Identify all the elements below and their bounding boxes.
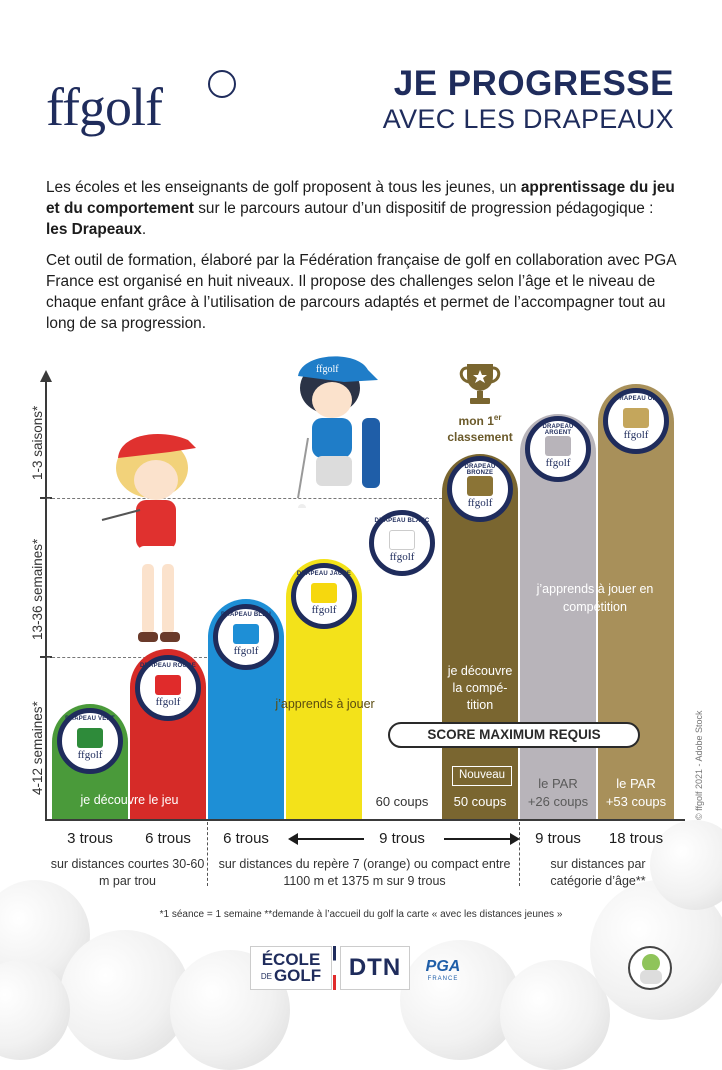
y-tick: [40, 497, 52, 499]
page-title: JE PROGRESSE: [393, 64, 674, 103]
badge-drapeau-jaune: DRAPEAU JAUNE ffgolf: [291, 563, 357, 629]
arrow-left-icon: [288, 833, 364, 845]
page-subtitle: AVEC LES DRAPEAUX: [382, 104, 674, 134]
flag-icon: [311, 582, 337, 603]
badge-drapeau-vert: DRAPEAU VERT ffgolf: [57, 708, 123, 774]
mascot-badge-icon: [628, 946, 672, 990]
ffgolf-logo: ffgolf: [46, 77, 163, 137]
badge-drapeau-bronze: DRAPEAU BRONZE ffgolf: [447, 456, 513, 522]
footnote: *1 séance = 1 semaine **demande à l’accu…: [159, 909, 563, 920]
xlabel-6-trous: 6 trous: [145, 830, 191, 847]
flag-icon: [467, 475, 493, 496]
par-argent: le PAR: [538, 776, 578, 791]
flag-icon: [233, 623, 259, 644]
badge-drapeau-or: DRAPEAU OR ffgolf: [603, 388, 669, 454]
golf-ball-decoration: [500, 960, 610, 1070]
y-axis-arrow: [40, 370, 52, 382]
badge-drapeau-rouge: DRAPEAU ROUGE ffgolf: [135, 655, 201, 721]
coups-blanc: 60 coups: [375, 794, 429, 809]
copyright: © ffgolf 2021 - Adobe Stock: [694, 710, 704, 820]
y-label-top: 1-3 saisons*: [30, 405, 45, 480]
tricolor-divider: [333, 946, 336, 990]
nouveau-badge: Nouveau: [452, 766, 512, 786]
label-apprends-competition: j’apprends à jouer en compétition: [536, 582, 654, 614]
intro-paragraph-2: Cet outil de formation, élaboré par la F…: [46, 252, 676, 332]
section-divider: [207, 822, 208, 886]
flag-icon: [623, 407, 649, 428]
xlabel-9-trous: 9 trous: [379, 830, 425, 847]
xlabel-6-trous-b: 6 trous: [223, 830, 269, 847]
coups-argent: +26 coups: [527, 794, 589, 809]
x-axis: [45, 819, 685, 821]
section-divider: [519, 822, 520, 886]
y-label-middle: 13-36 semaines*: [30, 538, 45, 640]
flag-icon: [545, 435, 571, 456]
trophy-caption: mon 1er classement: [447, 413, 513, 444]
xsub-distances-categorie: sur distances par catégorie d’âge**: [550, 857, 646, 888]
flag-icon: [389, 529, 415, 550]
label-apprends-jouer: j’apprends à jouer: [275, 697, 375, 711]
coups-or: +53 coups: [605, 794, 667, 809]
dashed-line: [47, 657, 207, 658]
coups-bronze: 50 coups: [453, 794, 507, 809]
pga-france-logo: PGA FRANCE: [425, 958, 461, 982]
flag-icon: [77, 727, 103, 748]
xlabel-9-trous-b: 9 trous: [535, 830, 581, 847]
score-maximum-box: SCORE MAXIMUM REQUIS: [388, 722, 640, 748]
y-axis: [45, 380, 47, 820]
arrow-right-icon: [444, 833, 520, 845]
mascot-body: [640, 970, 662, 984]
y-label-bottom: 4-12 semaines*: [30, 701, 45, 795]
xsub-distances-courtes: sur distances courtes 30-60 m par trou: [50, 857, 205, 888]
rooster-icon: [208, 70, 236, 98]
par-or: le PAR: [616, 776, 656, 791]
flag-icon: [155, 674, 181, 695]
trophy-icon: [459, 364, 501, 404]
badge-drapeau-argent: DRAPEAU ARGENT ffgolf: [525, 416, 591, 482]
xsub-distances-repere: sur distances du repère 7 (orange) ou co…: [218, 857, 511, 888]
cap-logo-text: ffgolf: [316, 364, 339, 375]
xlabel-18-trous: 18 trous: [608, 830, 664, 847]
golf-ball-decoration: [650, 820, 722, 910]
y-tick: [40, 656, 52, 658]
dtn-logo: DTN: [340, 946, 410, 990]
golf-ball-decoration: [60, 930, 190, 1060]
ecole-de-golf-logo: ÉCOLE DE GOLF: [250, 946, 332, 990]
dashed-line: [47, 498, 442, 499]
xlabel-3-trous: 3 trous: [67, 830, 113, 847]
intro-paragraph-1: Les écoles et les enseignants de golf pr…: [46, 179, 675, 238]
girl-golfer-illustration: [101, 434, 196, 642]
badge-drapeau-blanc: DRAPEAU BLANC ffgolf: [369, 510, 435, 576]
boy-golfer-illustration: ffgolf: [297, 356, 380, 508]
label-decouvre-jeu: je découvre le jeu: [80, 793, 179, 807]
label-decouvre-competition: je découvre la compé-tition: [447, 664, 513, 712]
badge-drapeau-bleu: DRAPEAU BLEU ffgolf: [213, 604, 279, 670]
mascot-head: [642, 954, 660, 972]
